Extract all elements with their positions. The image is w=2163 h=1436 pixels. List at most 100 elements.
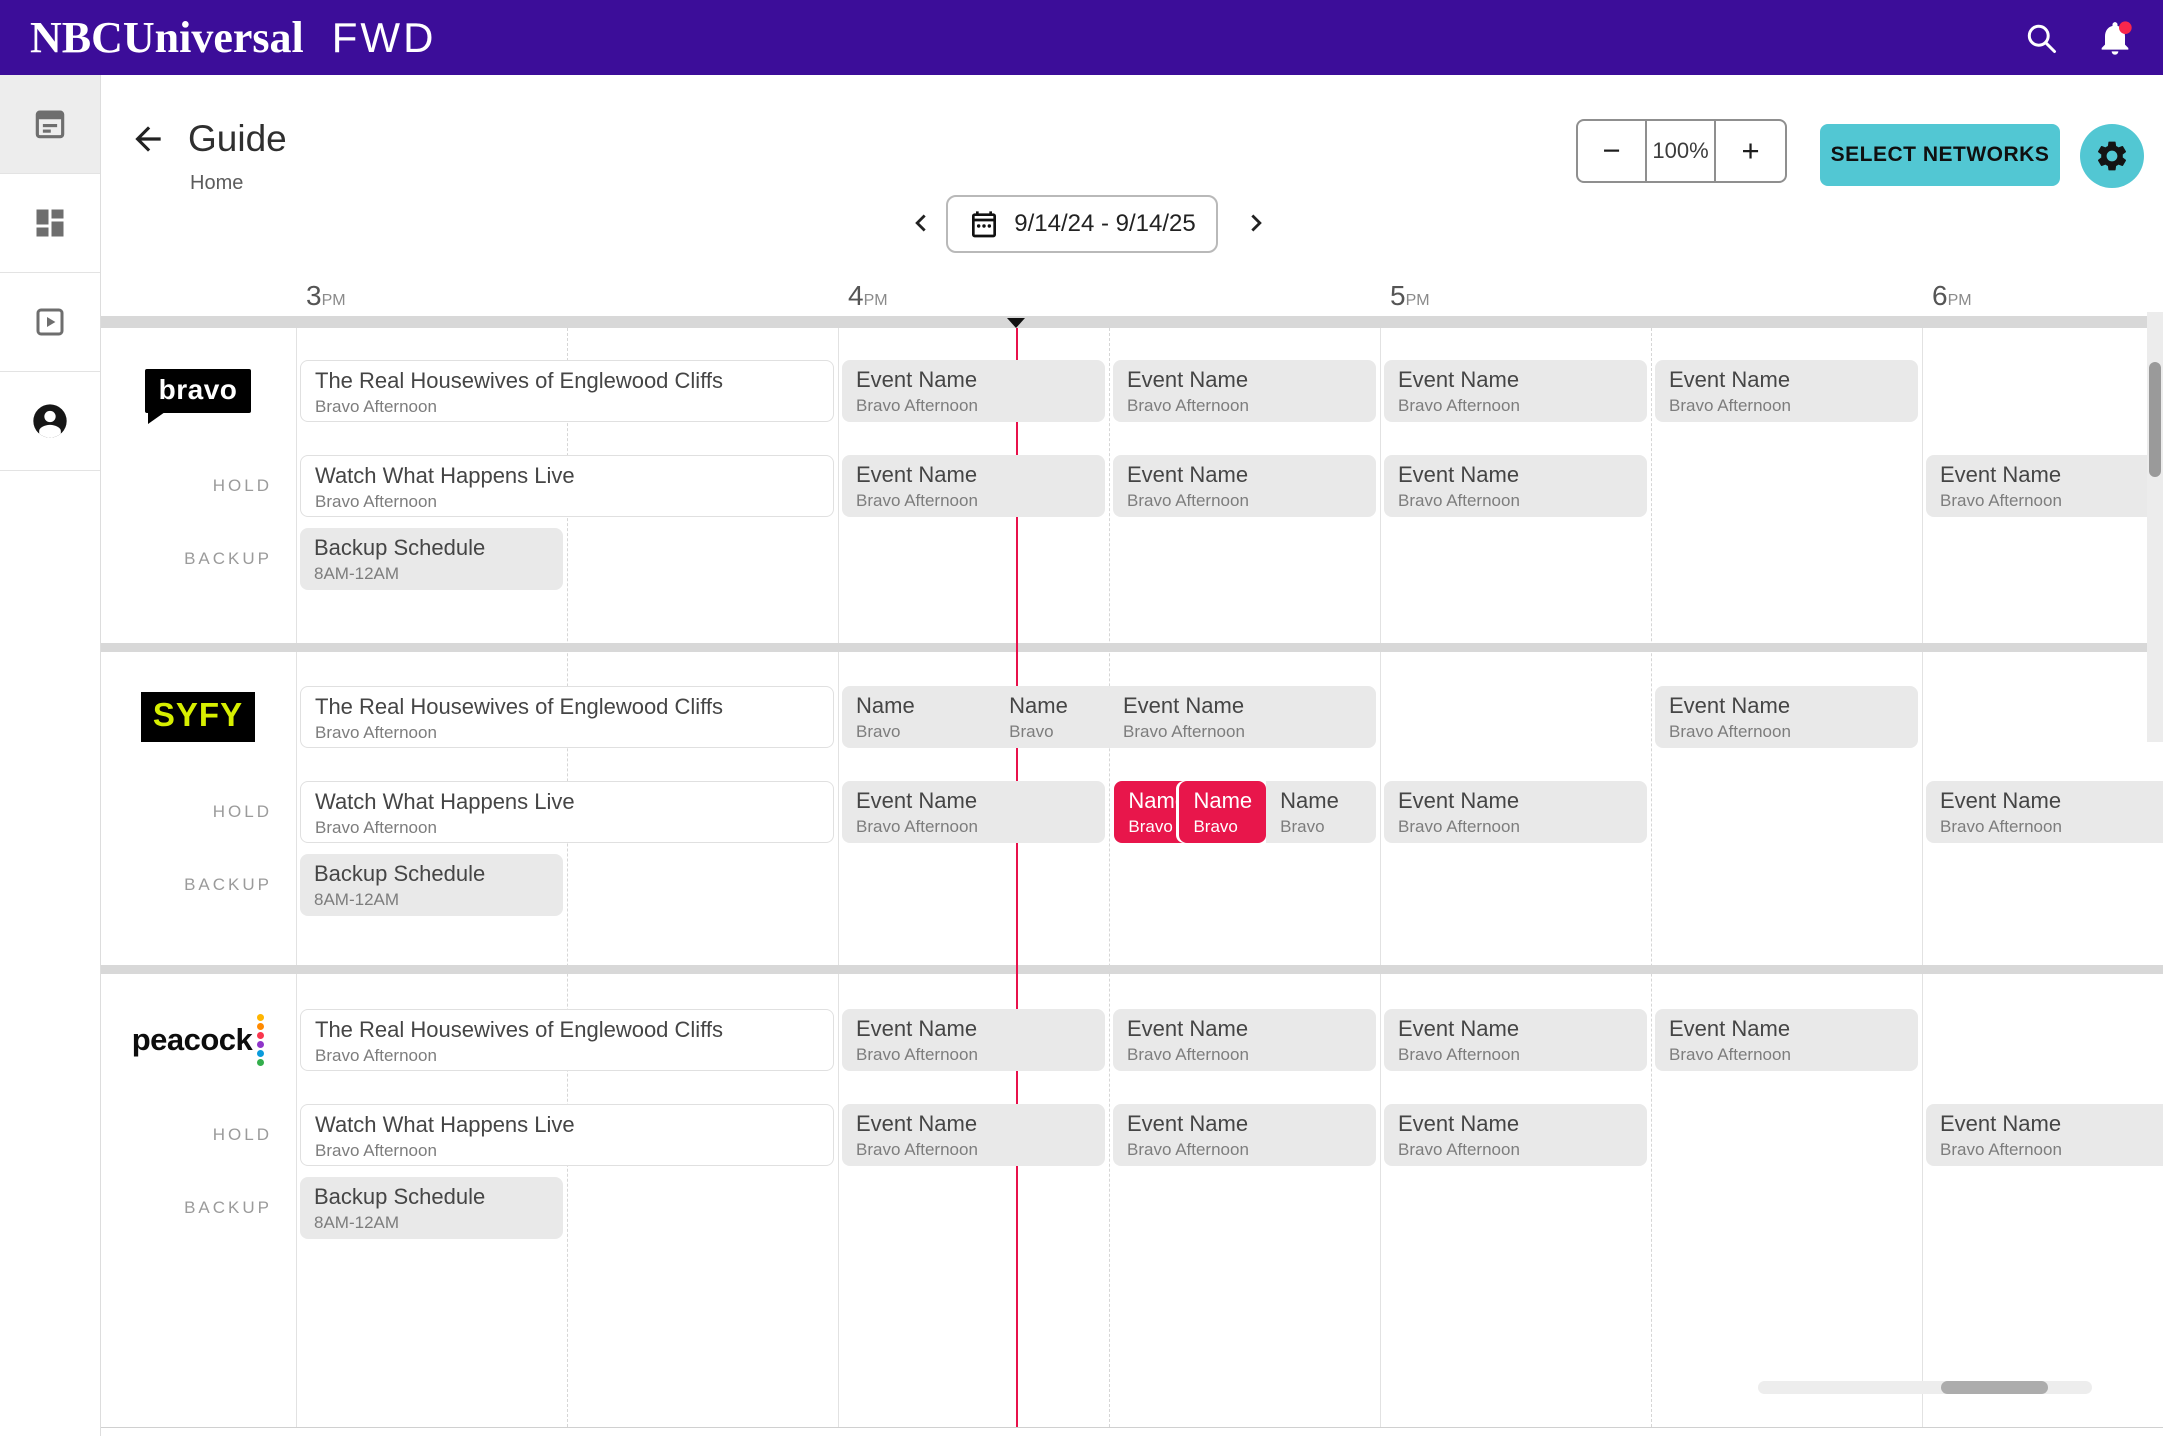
back-button[interactable]: [129, 120, 167, 158]
sidebar-item-account[interactable]: [0, 372, 100, 471]
event-cell[interactable]: Watch What Happens Live Bravo Afternoon: [300, 455, 834, 517]
event-cell[interactable]: Name Bravo: [842, 686, 996, 748]
search-icon[interactable]: [2021, 18, 2061, 58]
grid-bottom-border: [100, 1427, 2163, 1428]
event-cell[interactable]: Event Name Bravo Afternoon: [1109, 686, 1376, 748]
event-cell[interactable]: Event Name Bravo Afternoon: [1655, 686, 1918, 748]
event-cell[interactable]: Event Name Bravo Afternoon: [1113, 360, 1376, 422]
event-cell[interactable]: Event Name Bravo Afternoon: [1384, 781, 1647, 843]
sidebar-item-dashboard[interactable]: [0, 174, 100, 273]
hour-gridline: [1380, 328, 1381, 1427]
peacock-backup-label: BACKUP: [184, 1198, 272, 1217]
event-cell[interactable]: Event Name Bravo Afternoon: [1926, 455, 2163, 517]
event-cell[interactable]: Event Name Bravo Afternoon: [1384, 360, 1647, 422]
event-cell[interactable]: Event Name Bravo Afternoon: [842, 781, 1105, 843]
horizontal-scrollbar-thumb[interactable]: [1941, 1381, 2048, 1394]
gear-icon: [2097, 141, 2127, 171]
zoom-control: − 100% +: [1576, 119, 1787, 183]
chevron-left-icon: [915, 214, 926, 232]
peacock-hold-label: HOLD: [212, 1125, 272, 1144]
account-circle-icon: [33, 404, 67, 438]
date-range-label: 9/14/24 - 9/14/25: [1014, 210, 1196, 237]
event-cell[interactable]: The Real Housewives of Englewood Cliffs B…: [300, 1009, 834, 1071]
dashboard-icon: [36, 209, 64, 237]
notification-dot: [2119, 20, 2132, 34]
bravo-backup-label: BACKUP: [184, 549, 272, 568]
event-cell[interactable]: Backup Schedule 8AM-12AM: [300, 528, 563, 590]
half-hour-gridline: [1109, 328, 1110, 1427]
event-cell[interactable]: Watch What Happens Live Bravo Afternoon: [300, 1104, 834, 1166]
event-cell[interactable]: Backup Schedule 8AM-12AM: [300, 854, 563, 916]
zoom-in-button[interactable]: +: [1741, 133, 1760, 168]
event-cell[interactable]: Event Name Bravo Afternoon: [842, 1009, 1105, 1071]
event-cell[interactable]: Event Name Bravo Afternoon: [842, 1104, 1105, 1166]
hour-gridline: [296, 328, 297, 1427]
event-cell[interactable]: Name Bravo: [995, 686, 1109, 748]
event-cell[interactable]: Name Bravo: [1266, 781, 1376, 843]
event-cell[interactable]: Event Name Bravo Afternoon: [1926, 781, 2163, 843]
chevron-right-icon: [1251, 214, 1262, 232]
calendar-icon: [972, 211, 997, 238]
bell-icon[interactable]: [2095, 18, 2135, 58]
event-cell[interactable]: Event Name Bravo Afternoon: [1113, 1104, 1376, 1166]
settings-button[interactable]: [2080, 124, 2144, 188]
channel-logo-bravo: bravo: [100, 360, 296, 424]
zoom-level: 100%: [1647, 121, 1716, 181]
app-bar: NBCUniversal FWD: [0, 0, 2163, 75]
group-separator: [100, 643, 2163, 652]
half-hour-gridline: [1651, 328, 1652, 1427]
channel-logo-peacock: peacock: [100, 1009, 296, 1071]
event-cell[interactable]: Name Bravo: [1179, 781, 1267, 843]
page-title: Guide: [188, 118, 287, 159]
zoom-out-button[interactable]: −: [1578, 121, 1647, 181]
event-cell[interactable]: Watch What Happens Live Bravo Afternoon: [300, 781, 834, 843]
current-time-line: [1015, 328, 1018, 1427]
hour-label-3PM: 3PM: [306, 280, 346, 311]
sidebar-item-guide[interactable]: [0, 75, 100, 174]
bravo-logo: bravo: [144, 369, 252, 424]
event-cell[interactable]: Event Name Bravo Afternoon: [1113, 1009, 1376, 1071]
date-range-picker[interactable]: 9/14/24 - 9/14/25: [946, 195, 1218, 253]
event-cell[interactable]: The Real Housewives of Englewood Cliffs B…: [300, 686, 834, 748]
channel-logo-syfy: SYFY: [100, 686, 296, 748]
event-cell[interactable]: Event Name Bravo Afternoon: [1384, 1104, 1647, 1166]
peacock-logo: peacock: [132, 1014, 265, 1066]
calendar-note-icon: [35, 110, 65, 139]
hour-label-4PM: 4PM: [848, 280, 888, 311]
syfy-backup-label: BACKUP: [184, 875, 272, 894]
peacock-feather-dots: [257, 1014, 265, 1066]
sidebar-item-media[interactable]: [0, 273, 100, 372]
select-networks-button[interactable]: SELECT NETWORKS: [1820, 124, 2060, 186]
vertical-scrollbar-thumb[interactable]: [2149, 362, 2161, 477]
hour-gridline: [1922, 328, 1923, 1427]
event-cell[interactable]: Event Name Bravo Afternoon: [842, 455, 1105, 517]
event-cell[interactable]: Event Name Bravo Afternoon: [842, 360, 1105, 422]
hour-gridline: [838, 328, 839, 1427]
product-name: FWD: [331, 13, 437, 61]
video-icon: [36, 308, 64, 336]
event-cell[interactable]: Event Name Bravo Afternoon: [1113, 455, 1376, 517]
hour-label-5PM: 5PM: [1390, 280, 1430, 311]
sidebar: [0, 75, 101, 1436]
bravo-hold-label: HOLD: [212, 476, 272, 495]
event-cell[interactable]: Event Name Bravo Afternoon: [1384, 455, 1647, 517]
prev-date-button[interactable]: [903, 206, 937, 240]
event-cell[interactable]: Event Name Bravo Afternoon: [1926, 1104, 2163, 1166]
event-cell[interactable]: Backup Schedule 8AM-12AM: [300, 1177, 563, 1239]
timeline-ruler: [100, 316, 2163, 328]
hour-label-6PM: 6PM: [1932, 280, 1972, 311]
group-separator: [100, 965, 2163, 974]
event-cell[interactable]: The Real Housewives of Englewood Cliffs B…: [300, 360, 834, 422]
event-cell[interactable]: Event Name Bravo Afternoon: [1655, 360, 1918, 422]
arrow-left-icon: [135, 126, 161, 152]
syfy-logo: SYFY: [140, 692, 256, 742]
breadcrumb: Home: [190, 172, 244, 194]
next-date-button[interactable]: [1240, 206, 1274, 240]
current-time-marker: [1006, 318, 1025, 328]
syfy-hold-label: HOLD: [212, 802, 272, 821]
brand-logo: NBCUniversal: [30, 13, 304, 62]
event-cell[interactable]: Event Name Bravo Afternoon: [1384, 1009, 1647, 1071]
event-cell[interactable]: Event Name Bravo Afternoon: [1655, 1009, 1918, 1071]
half-hour-gridline: [567, 328, 568, 1427]
